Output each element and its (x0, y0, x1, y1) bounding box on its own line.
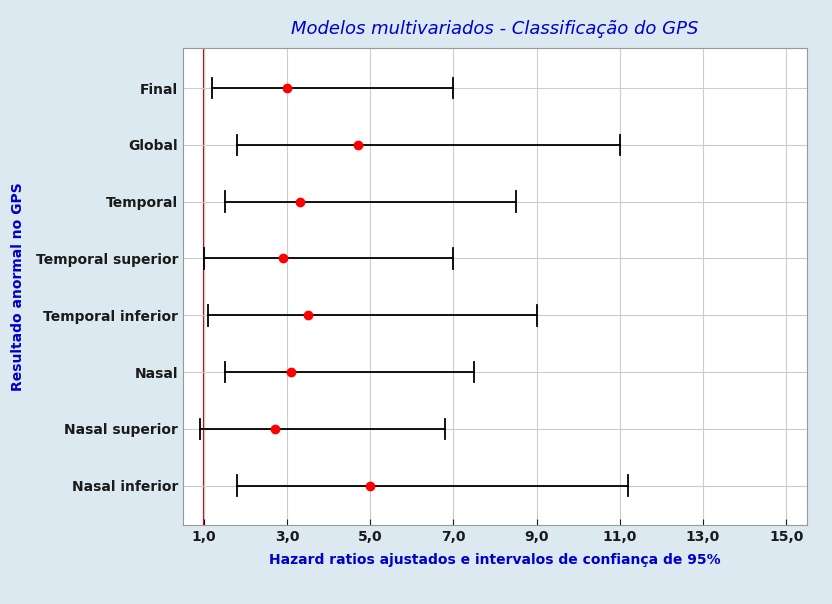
X-axis label: Hazard ratios ajustados e intervalos de confiança de 95%: Hazard ratios ajustados e intervalos de … (270, 553, 721, 567)
Y-axis label: Resultado anormal no GPS: Resultado anormal no GPS (11, 182, 25, 391)
Title: Modelos multivariados - Classificação do GPS: Modelos multivariados - Classificação do… (291, 21, 699, 39)
